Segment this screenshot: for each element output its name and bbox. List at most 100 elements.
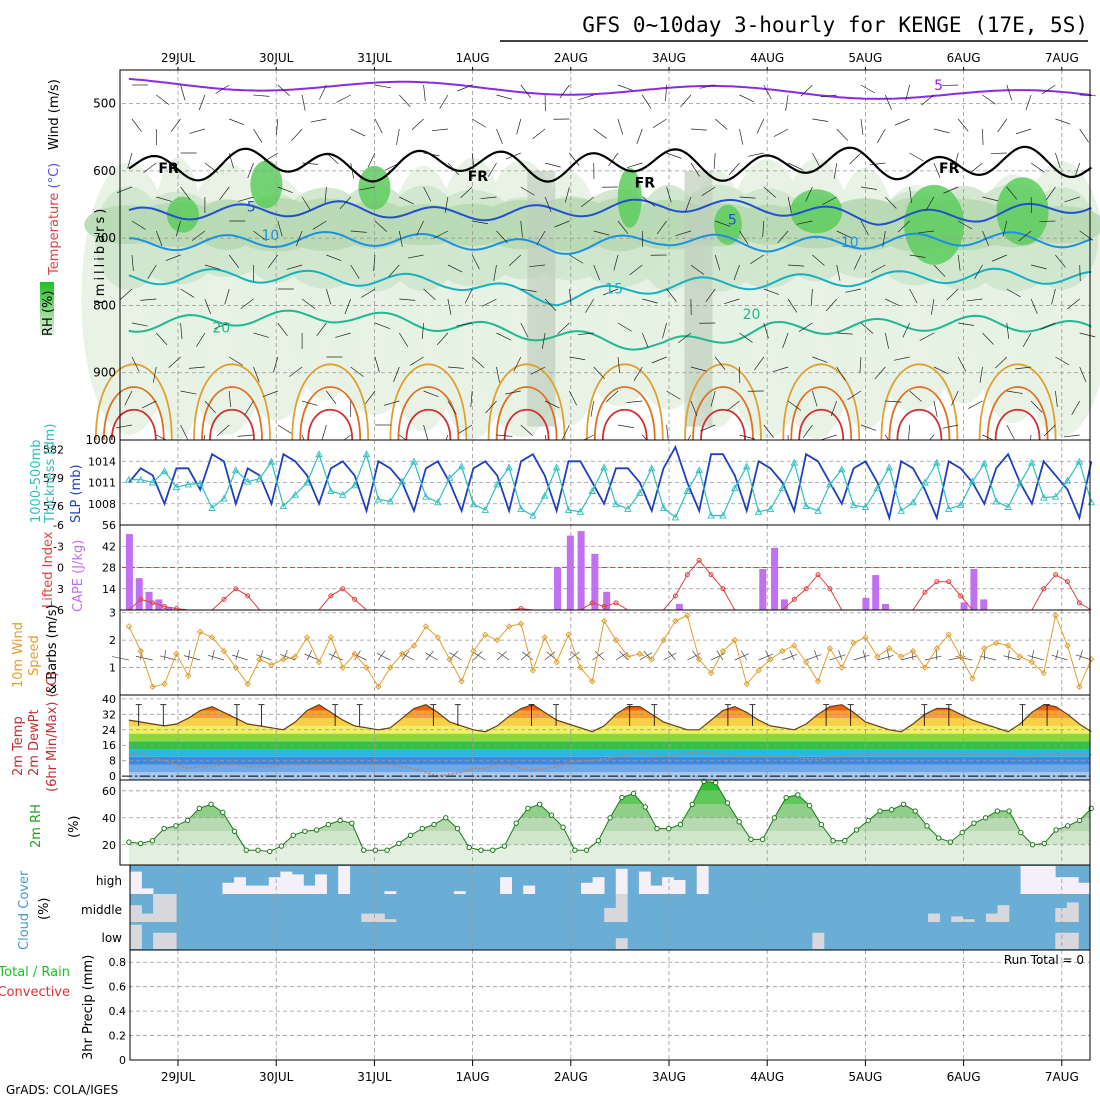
- cloud-low-bar: [153, 932, 165, 949]
- wind-barb: [1064, 196, 1080, 203]
- wind-barb: [680, 94, 692, 108]
- precip-panel: 0 0.2 0.4 0.6 0.8 Run Total = 0 Total / Rain…: [0, 949, 1091, 1067]
- rh-marker: [724, 800, 731, 806]
- wind-barb: [204, 400, 216, 414]
- lifted-index-marker: [720, 586, 726, 592]
- wind-barb: [541, 332, 546, 349]
- surface-wind-barb: [663, 652, 677, 661]
- lifted-index-marker: [589, 600, 595, 606]
- wind-barb: [554, 220, 570, 228]
- surface-wind-barb: [187, 649, 191, 661]
- wind-speed-marker: [791, 642, 798, 649]
- temp-tick-label: 40: [102, 693, 116, 706]
- wind-barb: [564, 186, 570, 203]
- top-date-axis: 29JUL 30JUL 31JUL 1AUG 2AUG 3AUG 4AUG 5AUG 6AUG 7…: [161, 51, 1079, 72]
- wind-speed-marker: [957, 653, 964, 660]
- wind-barb: [373, 254, 376, 271]
- wind-speed-marker: [387, 664, 394, 671]
- wind-barb: [979, 366, 983, 383]
- cloud-middle-bar: [153, 894, 165, 922]
- contour-label: 15: [605, 281, 623, 297]
- wind-barb: [301, 298, 316, 309]
- wind-barb: [326, 254, 342, 262]
- surface-wind-barb: [853, 654, 870, 661]
- wind-barb: [608, 152, 619, 167]
- rh-marker: [466, 844, 472, 851]
- precip-tick-label: 0.8: [109, 956, 127, 969]
- wind-barb: [652, 118, 667, 129]
- cloud-high-bar: [615, 868, 628, 894]
- wind-barb: [388, 264, 400, 278]
- wind-barb: [384, 162, 400, 171]
- thickness-marker: [778, 484, 787, 492]
- wind-barb: [296, 230, 303, 247]
- wind-barb: [262, 390, 278, 398]
- wind-speed-marker: [185, 672, 192, 680]
- thickness-marker: [612, 500, 620, 508]
- wind-barb: [822, 196, 837, 205]
- lifted-index-marker: [233, 586, 239, 592]
- wind-speed-marker: [589, 678, 596, 685]
- wind-barb: [690, 400, 698, 416]
- wind-speed-marker: [553, 658, 560, 666]
- cloud-high-bar: [141, 888, 154, 894]
- thickness-marker: [885, 463, 894, 471]
- lifted-index-marker: [340, 586, 346, 592]
- wind-barb: [909, 288, 918, 304]
- cloud-middle-bar: [164, 894, 177, 922]
- wind-barb: [845, 288, 862, 293]
- cape-bar: [882, 603, 890, 610]
- surface-wind-barb: [522, 651, 534, 661]
- wind-barb: [447, 298, 452, 315]
- wind-barb: [617, 118, 624, 135]
- wind-barb: [545, 162, 561, 168]
- top-date-label: 2AUG: [554, 51, 588, 65]
- wind-barb: [131, 254, 134, 271]
- wind-barb: [310, 118, 327, 123]
- wind-barb: [198, 94, 206, 111]
- bottom-date-label: 4AUG: [750, 1070, 784, 1084]
- wind-speed-marker: [838, 664, 845, 671]
- surface-wind-barb: [328, 653, 343, 661]
- rh-marker: [243, 847, 249, 853]
- thickness-marker: [1016, 479, 1024, 487]
- cloud-middle-bar: [928, 913, 940, 922]
- thickness-marker: [1051, 492, 1060, 500]
- surface-wind-barb: [710, 653, 725, 661]
- surface-warm-contour: [102, 386, 165, 441]
- surface-wind-barb: [1027, 655, 1044, 661]
- wind-speed-marker: [1028, 658, 1036, 666]
- thickness-marker: [968, 477, 977, 485]
- wind-barb: [997, 118, 1008, 133]
- cloud-high-bar: [650, 885, 663, 894]
- thickness-marker: [386, 497, 395, 505]
- wind-barb: [191, 230, 206, 241]
- surface-wind-barb: [207, 654, 225, 661]
- wind-barb: [472, 220, 489, 225]
- precip-tick-label: 0.2: [109, 1030, 127, 1043]
- wind-barb: [678, 332, 692, 344]
- wind-barb: [1074, 162, 1081, 179]
- surface-wind-barb: [164, 649, 166, 661]
- rh-marker: [231, 828, 238, 834]
- wind-speed-marker: [315, 658, 323, 666]
- wind-barb: [785, 94, 789, 111]
- wind-barb: [733, 264, 740, 281]
- thickness-marker: [279, 502, 288, 510]
- run-total-label: Run Total = 0: [1004, 953, 1084, 967]
- rh-marker: [372, 847, 379, 853]
- thickness-marker: [956, 501, 965, 509]
- surface-wind-barb: [1031, 649, 1035, 661]
- wind-barb: [399, 94, 411, 107]
- wind-barb: [505, 390, 521, 395]
- cape-bar: [960, 602, 968, 610]
- wind-barb: [810, 288, 813, 305]
- wind-barb: [933, 400, 938, 417]
- cloud-low-bar: [130, 924, 142, 949]
- thickness-marker: [232, 466, 240, 474]
- wind-barb: [156, 196, 172, 202]
- wind-speed-marker: [802, 658, 810, 666]
- wind-barb: [447, 400, 457, 415]
- cape-bar: [135, 578, 143, 610]
- surface-wind-barb: [594, 651, 605, 661]
